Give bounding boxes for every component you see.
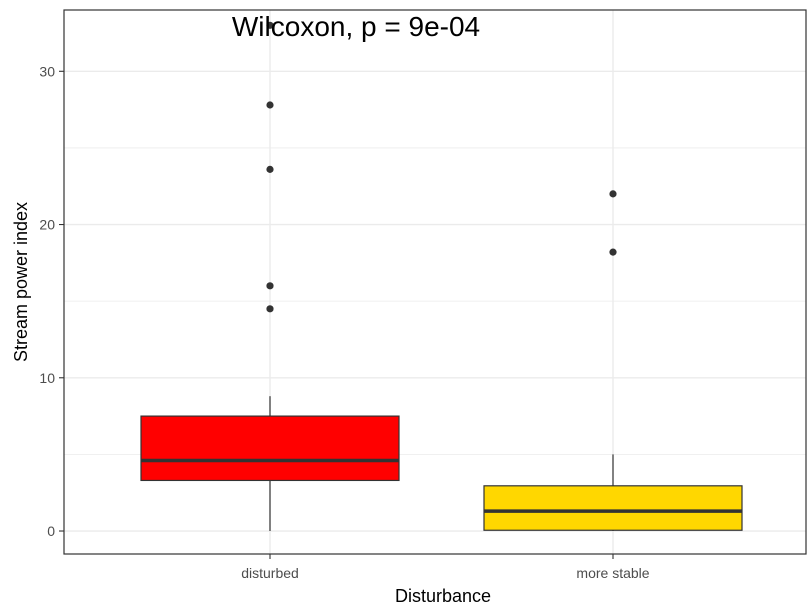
y-tick-label: 30	[39, 63, 55, 79]
x-tick-label: more stable	[576, 565, 649, 581]
outlier-point	[266, 305, 274, 313]
outlier-point	[266, 21, 274, 29]
x-tick-label: disturbed	[241, 565, 299, 581]
wilcoxon-annotation: Wilcoxon, p = 9e-04	[232, 11, 480, 42]
axis-layer: 0 10 20 30 disturbed more stable	[39, 63, 649, 581]
y-tick-label: 0	[47, 523, 55, 539]
y-tick-label: 10	[39, 370, 55, 386]
y-axis-title: Stream power index	[11, 202, 31, 362]
box-body	[483, 485, 743, 531]
outlier-point	[609, 190, 617, 198]
panel-border	[63, 9, 807, 555]
box-layer	[140, 396, 743, 532]
grid-layer	[64, 10, 806, 554]
outlier-point	[266, 101, 274, 109]
box-more-stable	[483, 454, 743, 532]
outlier-point	[266, 282, 274, 290]
outlier-point	[266, 165, 274, 173]
y-tick-label: 20	[39, 217, 55, 233]
box-body	[140, 415, 400, 482]
box-disturbed	[140, 396, 400, 532]
outlier-point	[609, 248, 617, 256]
outlier-layer	[266, 21, 617, 313]
x-axis-title: Disturbance	[395, 586, 491, 606]
